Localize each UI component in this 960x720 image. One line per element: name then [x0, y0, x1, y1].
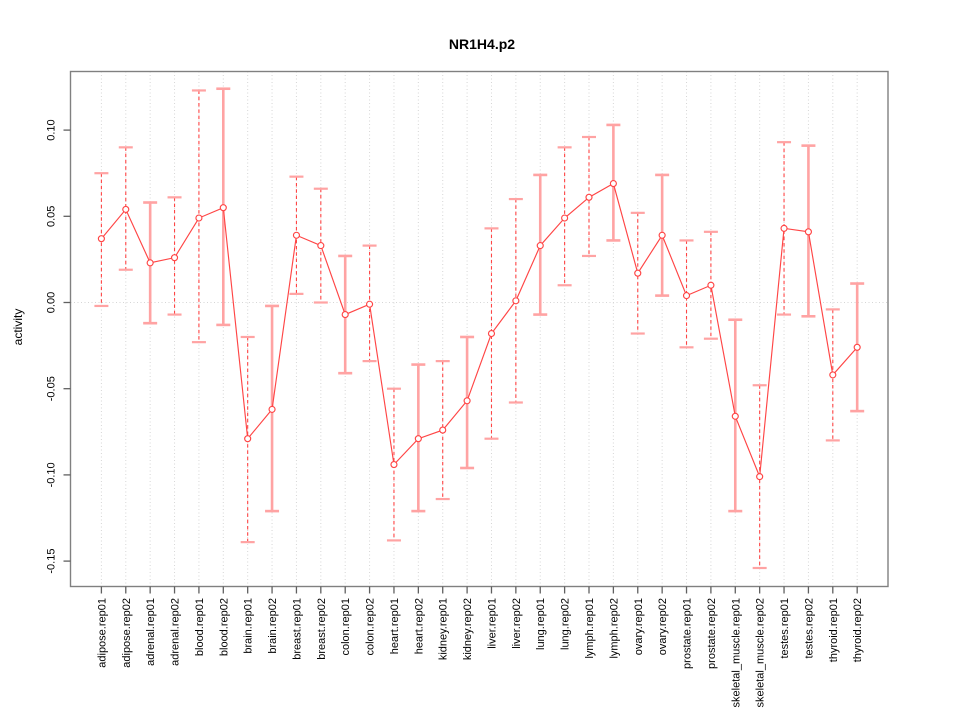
data-point	[585, 193, 593, 201]
x-tick-label: colon.rep01	[340, 598, 352, 656]
data-point	[366, 300, 374, 308]
data-point	[634, 269, 642, 277]
data-point	[756, 473, 764, 481]
plot-area: 0.10 0.05 0.00 -0.05 -0.10 -0.15 adipose.rep01…	[46, 70, 889, 707]
data-point	[487, 329, 496, 338]
x-tick-label: adipose.rep01	[96, 598, 108, 668]
x-tick-label: breast.rep01	[291, 598, 303, 660]
x-tick-label: skeletal_muscle.rep02	[755, 598, 767, 707]
x-tick-label: thyroid.rep02	[852, 598, 864, 662]
data-point	[561, 214, 569, 222]
x-tick-label: prostate.rep02	[706, 598, 718, 669]
x-tick-label: skeletal_muscle.rep01	[730, 598, 742, 707]
data-point	[268, 405, 276, 413]
data-point	[682, 292, 691, 300]
x-tick-label: lung.rep01	[535, 598, 547, 650]
x-tick-label: kidney.rep02	[462, 598, 474, 660]
x-tick-label: adipose.rep02	[121, 598, 133, 668]
x-tick-label: testes.rep02	[803, 598, 815, 659]
data-point	[731, 412, 739, 420]
data-point	[219, 204, 227, 212]
y-tick-label: 0.00	[46, 292, 58, 313]
x-tick-label: adrenal.rep01	[145, 598, 157, 666]
x-tick-label: adrenal.rep02	[170, 598, 182, 666]
data-point	[512, 297, 520, 305]
data-point	[609, 179, 617, 188]
y-tick-label: 0.05	[46, 206, 58, 227]
data-point	[317, 242, 325, 250]
data-point	[439, 426, 447, 434]
data-point	[146, 259, 154, 267]
data-point	[195, 214, 203, 222]
x-tick-label: testes.rep01	[779, 598, 791, 659]
data-point	[414, 435, 422, 443]
x-tick-label: ovary.rep02	[657, 598, 669, 655]
x-tick-label: prostate.rep01	[682, 598, 694, 669]
y-axis-label: activity	[11, 309, 25, 346]
x-tick-label: ovary.rep01	[633, 598, 645, 655]
data-point	[292, 231, 301, 239]
x-tick-label: colon.rep02	[365, 598, 377, 656]
data-point	[390, 460, 398, 469]
series-line	[100, 182, 858, 477]
x-tick-label: lymph.rep01	[584, 598, 596, 659]
x-tick-label: thyroid.rep01	[828, 598, 840, 662]
y-tick-label: -0.15	[46, 549, 58, 574]
x-tick-label: brain.rep01	[243, 598, 255, 654]
data-point	[707, 281, 715, 289]
y-tick-label: 0.10	[46, 119, 58, 140]
data-point	[536, 242, 544, 250]
x-tick-label: liver.rep02	[511, 598, 523, 649]
y-tick-label: -0.05	[46, 376, 58, 401]
data-point	[780, 224, 788, 232]
data-point	[829, 371, 837, 379]
data-point	[122, 205, 130, 213]
data-point	[97, 235, 105, 243]
x-tick-label: liver.rep01	[486, 598, 498, 649]
x-tick-label: blood.rep01	[194, 598, 206, 656]
x-tick-label: breast.rep02	[316, 598, 328, 660]
x-tick-label: brain.rep02	[267, 598, 279, 654]
x-tick-label: lung.rep02	[560, 598, 572, 650]
y-tick-label: -0.10	[46, 462, 58, 487]
data-point	[804, 228, 812, 236]
data-point	[244, 435, 252, 443]
data-point	[853, 343, 861, 351]
x-tick-label: kidney.rep01	[438, 598, 450, 660]
data-point	[341, 310, 349, 319]
data-point	[658, 231, 666, 239]
chart-title: NR1H4.p2	[449, 36, 515, 52]
data-point	[463, 397, 471, 405]
x-tick-label: lymph.rep02	[608, 598, 620, 659]
x-tick-label: heart.rep01	[389, 598, 401, 654]
data-point	[170, 254, 179, 262]
x-tick-label: blood.rep02	[218, 598, 230, 656]
x-tick-label: heart.rep02	[413, 598, 425, 654]
plot-frame	[69, 70, 889, 588]
